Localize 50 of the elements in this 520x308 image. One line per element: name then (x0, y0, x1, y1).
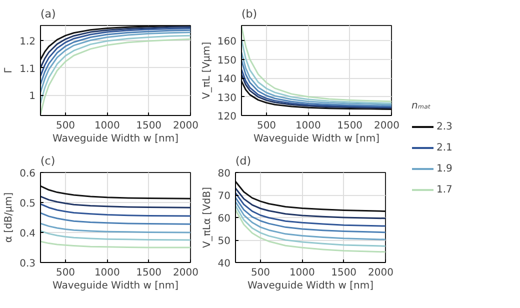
x-tick-label: 1500 (337, 120, 363, 132)
x-axis-title: Waveguide Width w [nm] (52, 134, 179, 144)
y-tick-label: 70 (218, 191, 231, 202)
chart-title: (a) (40, 8, 56, 20)
legend-label: 2.3 (436, 121, 454, 132)
y-tick-label: 0.6 (20, 168, 36, 180)
y-tick-label: 0.3 (20, 258, 36, 270)
y-tick-label: 80 (218, 168, 231, 180)
y-tick-label: 140 (217, 74, 237, 85)
x-axis-title: Waveguide Width w [nm] (52, 280, 179, 292)
x-tick-label: 1000 (94, 120, 120, 132)
x-tick-label: 1500 (331, 268, 357, 278)
y-tick-label: 160 (217, 36, 237, 48)
x-tick-label: 1000 (289, 268, 315, 278)
x-tick-label: 2000 (173, 120, 199, 132)
x-axis-title: Waveguide Width w [nm] (253, 134, 380, 144)
x-tick-label: 1500 (136, 120, 162, 132)
y-tick-label: 40 (218, 258, 231, 270)
x-axis-title: Waveguide Width w [nm] (247, 280, 374, 292)
y-tick-label: 0.5 (20, 198, 36, 210)
x-tick-label: 1000 (295, 120, 321, 132)
chart-title: (d) (236, 154, 252, 168)
y-tick-label: 1 (29, 91, 36, 102)
y-tick-label: 60 (218, 214, 231, 224)
y-tick-label: 120 (217, 112, 237, 122)
chart-title: (b) (242, 8, 258, 20)
x-tick-label: 2000 (368, 268, 394, 278)
legend-label: 1.9 (436, 163, 454, 174)
x-tick-label: 2000 (374, 120, 400, 132)
legend-title: nₘₐₜ (412, 100, 432, 112)
y-axis-title: V_πL [Vμm] (201, 42, 212, 100)
chart-title: (c) (40, 154, 56, 168)
y-tick-label: 1.1 (20, 64, 36, 75)
y-axis-title: V_πLα [VdB] (202, 186, 213, 248)
x-tick-label: 500 (250, 268, 270, 278)
legend-label: 1.7 (436, 184, 454, 195)
x-tick-label: 500 (56, 120, 76, 132)
y-tick-label: 130 (217, 92, 237, 104)
legend-label: 2.1 (436, 142, 454, 153)
x-tick-label: 1000 (94, 268, 120, 278)
y-tick-label: 50 (218, 236, 231, 247)
y-tick-label: 1.2 (20, 36, 36, 48)
x-tick-label: 500 (256, 120, 276, 132)
x-tick-label: 1500 (136, 268, 162, 278)
y-tick-label: 150 (217, 55, 237, 66)
y-tick-label: 0.4 (20, 228, 36, 240)
y-axis-title: α [dB/μm] (4, 192, 15, 243)
y-axis-title: Γ (4, 67, 15, 74)
x-tick-label: 2000 (173, 268, 199, 278)
x-tick-label: 500 (56, 268, 76, 278)
